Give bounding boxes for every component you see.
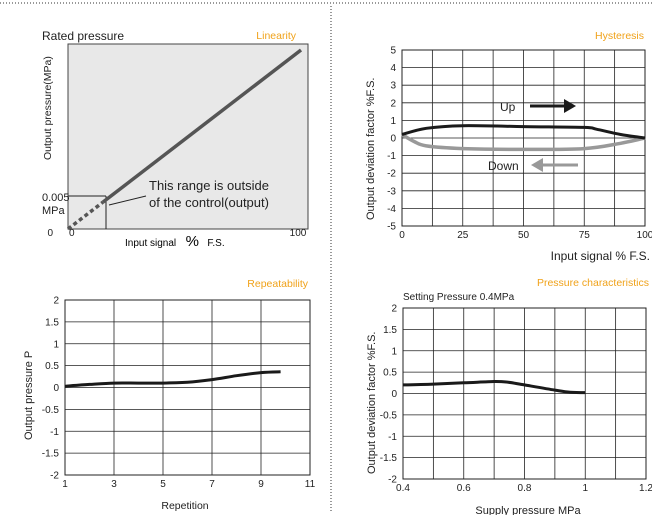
pressure-characteristics-y-tick-label: 0 — [391, 389, 397, 400]
pressure-characteristics-x-ticks: 0.4 0.6 0.8 1 1.2 — [396, 483, 652, 494]
linearity-y-tick-zero: 0 — [47, 228, 53, 239]
pressure-characteristics-y-tick-label: -2 — [388, 475, 397, 486]
hysteresis-grid — [401, 49, 646, 227]
pressure-characteristics-x-axis-label: Supply pressure MPa — [475, 505, 581, 515]
linearity-x-axis-text: Input signal — [125, 238, 176, 249]
repeatability-y-tick-label: -1 — [50, 427, 59, 438]
hysteresis-y-tick-label: 2 — [390, 98, 396, 109]
linearity-x-tick-0: 0 — [69, 228, 75, 239]
hysteresis-x-tick-label: 25 — [457, 230, 469, 241]
repeatability-y-axis-label: Output pressure P — [23, 351, 35, 440]
pressure-characteristics-chart: Pressure characteristics Setting Pressur… — [366, 277, 652, 515]
pressure-characteristics-title: Pressure characteristics — [537, 277, 649, 289]
hysteresis-y-tick-label: -1 — [387, 151, 396, 162]
hysteresis-down-label: Down — [488, 159, 519, 173]
repeatability-x-tick-label: 3 — [111, 479, 117, 490]
pressure-characteristics-y-tick-label: 0.5 — [383, 368, 397, 379]
hysteresis-y-tick-label: 5 — [390, 46, 396, 57]
pressure-characteristics-subtitle: Setting Pressure 0.4MPa — [403, 292, 515, 303]
repeatability-series — [64, 370, 281, 388]
repeatability-y-tick-label: -2 — [50, 471, 59, 482]
hysteresis-title: Hysteresis — [595, 30, 644, 42]
repeatability-x-tick-label: 7 — [209, 479, 215, 490]
repeatability-x-axis-label: Repetition — [161, 500, 208, 512]
repeatability-x-ticks: 1 3 5 7 9 11 — [62, 479, 315, 490]
linearity-x-axis-pct: % — [186, 233, 199, 250]
pressure-characteristics-y-axis-label: Output deviation factor %F.S. — [366, 332, 378, 474]
linearity-chart: Rated pressure Linearity Output pressure… — [42, 29, 309, 250]
pressure-characteristics-x-tick-label: 1 — [582, 483, 588, 494]
pressure-characteristics-grid — [402, 307, 647, 480]
linearity-ylim-unit: MPa — [42, 205, 66, 217]
repeatability-y-tick-label: 0 — [53, 383, 59, 394]
hysteresis-y-tick-label: 0 — [390, 134, 396, 145]
repeatability-y-tick-label: -1.5 — [42, 449, 60, 460]
hysteresis-y-tick-label: 1 — [390, 116, 396, 127]
pressure-characteristics-y-tick-label: 1 — [391, 346, 397, 357]
hysteresis-x-ticks: 0 25 50 75 100 — [399, 230, 652, 241]
hysteresis-x-axis-label: Input signal % F.S. — [551, 249, 650, 263]
linearity-line — [101, 48, 303, 204]
pressure-characteristics-y-tick-label: 2 — [391, 304, 397, 315]
linearity-x-axis-unit: F.S. — [207, 238, 224, 249]
hysteresis-y-tick-label: -5 — [387, 222, 396, 233]
pressure-characteristics-y-tick-label: -1 — [388, 432, 397, 443]
hysteresis-series-down — [401, 132, 646, 152]
hysteresis-y-axis-label: Output deviation factor %F.S. — [365, 78, 377, 220]
repeatability-x-tick-label: 9 — [258, 479, 264, 490]
pressure-characteristics-y-tick-label: -1.5 — [380, 453, 398, 464]
hysteresis-y-tick-label: 3 — [390, 81, 396, 92]
hysteresis-y-ticks: 5 4 3 2 1 0 -1 -2 -3 -4 -5 — [387, 46, 396, 233]
pressure-characteristics-y-tick-label: 1.5 — [383, 325, 397, 336]
hysteresis-y-tick-label: -4 — [387, 204, 396, 215]
hysteresis-y-tick-label: -2 — [387, 169, 396, 180]
linearity-x-tick-100: 100 — [290, 228, 307, 239]
pressure-characteristics-x-tick-label: 0.6 — [457, 483, 471, 494]
pressure-characteristics-x-tick-label: 0.4 — [396, 483, 410, 494]
pressure-characteristics-x-tick-label: 0.8 — [518, 483, 532, 494]
repeatability-x-tick-label: 11 — [305, 479, 316, 490]
hysteresis-x-tick-label: 100 — [637, 230, 652, 241]
hysteresis-y-tick-label: 4 — [390, 63, 396, 74]
hysteresis-series-up — [401, 124, 646, 140]
hysteresis-x-tick-label: 0 — [399, 230, 405, 241]
pressure-characteristics-series — [402, 379, 586, 395]
hysteresis-chart: Hysteresis Output deviation factor %F.S.… — [365, 30, 652, 263]
repeatability-y-tick-label: 1 — [53, 339, 59, 350]
linearity-heading: Rated pressure — [42, 29, 124, 43]
linearity-ylim-label: 0.005 — [42, 192, 70, 204]
linearity-annotation-leader — [108, 195, 147, 206]
hysteresis-down-arrow-head — [531, 158, 543, 172]
linearity-title: Linearity — [256, 30, 296, 42]
repeatability-title: Repeatability — [247, 278, 308, 290]
linearity-annotation-line2: of the control(output) — [149, 195, 269, 210]
repeatability-y-tick-label: 0.5 — [45, 361, 59, 372]
repeatability-chart: Repeatability Output pressure P Repetiti… — [23, 278, 316, 512]
pressure-characteristics-y-ticks: 2 1.5 1 0.5 0 -0.5 -1 -1.5 -2 — [380, 304, 398, 486]
repeatability-x-tick-label: 5 — [160, 479, 166, 490]
repeatability-y-tick-label: 1.5 — [45, 317, 59, 328]
hysteresis-up-label: Up — [500, 100, 516, 114]
linearity-dashed-segment — [66, 200, 105, 231]
hysteresis-y-tick-label: -3 — [387, 186, 396, 197]
repeatability-y-tick-label: 2 — [53, 296, 59, 307]
hysteresis-x-tick-label: 50 — [518, 230, 530, 241]
hysteresis-x-tick-label: 75 — [579, 230, 591, 241]
hysteresis-up-arrow-head — [564, 99, 576, 113]
repeatability-x-tick-label: 1 — [62, 479, 68, 490]
repeatability-y-tick-label: -0.5 — [42, 405, 60, 416]
linearity-y-axis-label: Output pressure(MPa) — [42, 56, 54, 160]
linearity-x-axis-label: Input signal % F.S. — [125, 233, 225, 250]
repeatability-y-ticks: 2 1.5 1 0.5 0 -0.5 -1 -1.5 -2 — [42, 296, 60, 482]
linearity-annotation-line1: This range is outside — [149, 178, 269, 193]
pressure-characteristics-y-tick-label: -0.5 — [380, 410, 398, 421]
repeatability-grid — [64, 299, 311, 476]
pressure-characteristics-x-tick-label: 1.2 — [639, 483, 652, 494]
